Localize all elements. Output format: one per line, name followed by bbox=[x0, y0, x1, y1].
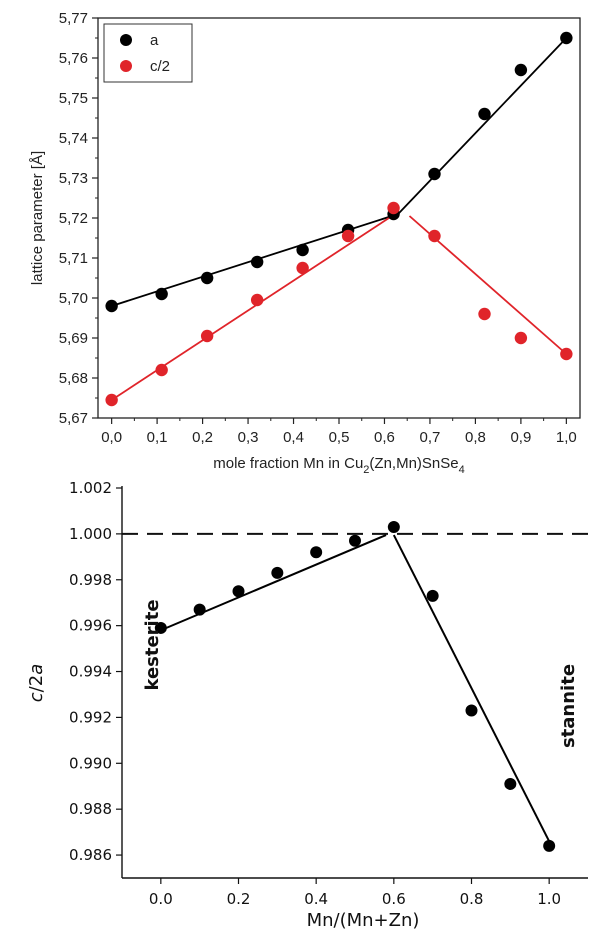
top-y-tick-label: 5,73 bbox=[59, 170, 88, 187]
top-point-c2 bbox=[428, 229, 441, 243]
bottom-x-tick-label: 0.4 bbox=[304, 890, 328, 908]
top-y-tick-label: 5,69 bbox=[59, 330, 88, 347]
top-point-c2 bbox=[200, 329, 214, 343]
top-y-tick-label: 5,72 bbox=[59, 210, 88, 227]
legend-label-a: a bbox=[150, 32, 159, 49]
top-point-a bbox=[428, 167, 441, 181]
top-y-ticks: 5,67 5,68 5,69 5,70 5,71 5,72 5,73 5,74 5,75 5,76… bbox=[59, 10, 98, 427]
bottom-y-tick-label: 1.000 bbox=[69, 525, 112, 543]
top-x-tick-label: 0,6 bbox=[374, 429, 395, 446]
bottom-x-tick-label: 0.2 bbox=[227, 890, 251, 908]
bottom-point bbox=[193, 603, 206, 616]
top-point-c2 bbox=[387, 201, 400, 215]
top-y-tick-label: 5,68 bbox=[59, 370, 88, 387]
bottom-point bbox=[387, 521, 400, 533]
bottom-point bbox=[543, 839, 556, 852]
bottom-point bbox=[232, 585, 245, 598]
top-point-a bbox=[105, 299, 118, 313]
legend-marker-c2 bbox=[120, 60, 132, 72]
bottom-x-tick-label: 0.8 bbox=[460, 890, 484, 908]
bottom-point bbox=[310, 546, 323, 559]
top-point-c2 bbox=[341, 229, 355, 243]
top-point-a bbox=[296, 243, 309, 257]
top-x-tick-label: 0,5 bbox=[329, 429, 350, 446]
bottom-x-tick-label: 0.6 bbox=[382, 890, 406, 908]
top-x-tick-label: 1,0 bbox=[556, 429, 577, 446]
top-point-a bbox=[200, 271, 214, 285]
bottom-x-axis-title: Mn/(Mn+Zn) bbox=[307, 910, 420, 931]
top-x-tick-label: 0,0 bbox=[101, 429, 122, 446]
bottom-y-tick-label: 0.986 bbox=[69, 846, 112, 864]
top-fit-line-a bbox=[397, 37, 568, 215]
top-point-a bbox=[155, 287, 168, 301]
legend-box bbox=[103, 23, 193, 83]
top-point-a bbox=[560, 31, 573, 45]
bottom-fit-line bbox=[392, 534, 551, 842]
bottom-panel: 0.986 0.988 0.990 0.992 0.994 0.996 0.998 1.000… bbox=[26, 479, 588, 931]
bottom-y-tick-label: 0.990 bbox=[69, 754, 112, 772]
top-point-c2 bbox=[250, 293, 264, 307]
top-x-tick-label: 0,4 bbox=[283, 429, 304, 446]
top-panel: 0,0 0,1 0,2 0,3 0,4 0,5 0,6 0,7 0,8 0,9 1,0 5,675,… bbox=[29, 10, 581, 476]
top-point-c2 bbox=[105, 393, 118, 407]
top-fit-line-c2 bbox=[111, 211, 399, 401]
top-point-c2 bbox=[478, 307, 491, 321]
top-y-tick-label: 5,70 bbox=[59, 290, 88, 307]
top-x-tick-label: 0,1 bbox=[147, 429, 168, 446]
bottom-y-tick-label: 0.996 bbox=[69, 617, 112, 635]
top-point-c2 bbox=[296, 261, 309, 275]
bottom-fit-line bbox=[160, 534, 387, 632]
top-x-tick-label: 0,2 bbox=[192, 429, 213, 446]
legend-marker-a bbox=[120, 34, 132, 46]
bottom-axes: 0.986 0.988 0.990 0.992 0.994 0.996 0.998 1.000… bbox=[69, 479, 588, 908]
bottom-point bbox=[349, 534, 361, 547]
top-point-c2 bbox=[560, 347, 573, 361]
bottom-point bbox=[271, 566, 284, 579]
bottom-point bbox=[426, 589, 439, 602]
top-x-tick-label: 0,7 bbox=[420, 429, 441, 446]
top-legend: a c/2 bbox=[103, 23, 193, 83]
bottom-y-tick-label: 0.994 bbox=[69, 663, 112, 681]
bottom-y-tick-label: 0.988 bbox=[69, 800, 112, 818]
bottom-x-tick-label: 0.0 bbox=[149, 890, 173, 908]
top-x-tick-label: 0,8 bbox=[465, 429, 486, 446]
top-y-tick-label: 5,75 bbox=[59, 90, 88, 107]
bottom-data-points bbox=[154, 521, 556, 852]
bottom-point bbox=[504, 777, 517, 790]
top-y-axis-title: lattice parameter [Å] bbox=[29, 151, 46, 285]
top-y-tick-label: 5,67 bbox=[59, 410, 88, 427]
top-y-tick-label: 5,76 bbox=[59, 50, 88, 67]
top-point-c2 bbox=[514, 331, 528, 345]
bottom-point bbox=[154, 621, 167, 634]
top-y-tick-label: 5,77 bbox=[59, 10, 88, 27]
top-point-a bbox=[250, 255, 264, 269]
annotation-stannite: stannite bbox=[558, 664, 579, 748]
top-data-points bbox=[105, 31, 573, 407]
bottom-y-axis-title: c/2a bbox=[26, 664, 47, 702]
legend-label-c2: c/2 bbox=[150, 58, 170, 75]
top-y-tick-label: 5,74 bbox=[59, 130, 88, 147]
bottom-fit-lines bbox=[160, 534, 551, 842]
annotation-kesterite: kesterite bbox=[142, 599, 163, 690]
top-x-tick-label: 0,9 bbox=[510, 429, 531, 446]
top-x-axis-title: mole fraction Mn in Cu2(Zn,Mn)SnSe4 bbox=[213, 455, 465, 476]
bottom-point bbox=[465, 704, 478, 717]
top-fit-lines bbox=[111, 37, 568, 401]
bottom-y-tick-label: 0.998 bbox=[69, 571, 112, 589]
top-x-ticks: 0,0 0,1 0,2 0,3 0,4 0,5 0,6 0,7 0,8 0,9 1,0 bbox=[101, 418, 577, 446]
top-y-tick-label: 5,71 bbox=[59, 250, 88, 267]
top-point-a bbox=[514, 63, 528, 77]
top-point-c2 bbox=[155, 363, 168, 377]
bottom-y-tick-label: 1.002 bbox=[69, 479, 112, 497]
top-point-a bbox=[478, 107, 491, 121]
bottom-y-tick-label: 0.992 bbox=[69, 708, 112, 726]
bottom-x-tick-label: 1.0 bbox=[537, 890, 561, 908]
top-x-tick-label: 0,3 bbox=[238, 429, 259, 446]
